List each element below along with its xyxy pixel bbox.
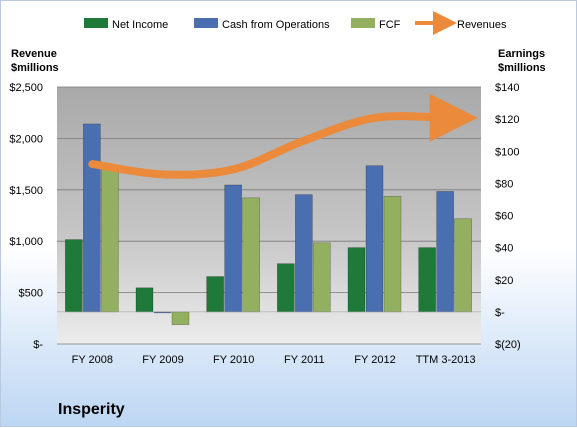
right-tick-label: $60 bbox=[495, 211, 513, 223]
bar-cash-from-operations bbox=[224, 184, 242, 313]
left-tick-label: $1,000 bbox=[9, 236, 43, 248]
right-axis-ticks: $(20) $- $20 $40 $60 $80 $100 $120 $140 bbox=[495, 82, 521, 351]
x-tick-label: FY 2009 bbox=[142, 354, 183, 366]
x-tick-label: FY 2010 bbox=[213, 354, 254, 366]
x-tick-label: FY 2011 bbox=[284, 354, 325, 366]
plot-area bbox=[57, 87, 481, 344]
bar-cash-from-operations bbox=[436, 191, 454, 313]
gridlines bbox=[57, 86, 481, 345]
bar-net-income bbox=[206, 276, 224, 313]
right-axis-title-line1: Earnings bbox=[498, 48, 545, 60]
bar-net-income bbox=[277, 263, 295, 313]
left-axis-title-line2: $millions bbox=[11, 62, 59, 74]
bar-fcf bbox=[242, 197, 260, 313]
right-tick-label: $100 bbox=[495, 146, 519, 158]
left-axis-ticks: $- $500 $1,000 $1,500 $2,000 $2,500 bbox=[9, 82, 43, 351]
legend-revenues-label: Revenues bbox=[457, 19, 507, 31]
x-tick-label: TTM 3-2013 bbox=[416, 354, 476, 366]
bar-fcf bbox=[101, 168, 119, 313]
left-axis-title-line1: Revenue bbox=[11, 48, 57, 60]
legend-cfo-swatch bbox=[194, 18, 218, 28]
left-tick-label: $2,500 bbox=[9, 82, 43, 94]
company-name: Insperity bbox=[58, 401, 125, 418]
right-tick-label: $80 bbox=[495, 178, 513, 190]
right-tick-label: $20 bbox=[495, 275, 513, 287]
legend-cfo-label: Cash from Operations bbox=[222, 19, 330, 31]
right-tick-label: $140 bbox=[495, 82, 519, 94]
legend: Net Income Cash from Operations FCF Reve… bbox=[84, 11, 507, 35]
legend-net-income-label: Net Income bbox=[112, 19, 168, 31]
bar-cash-from-operations bbox=[83, 123, 101, 313]
left-tick-label: $1,500 bbox=[9, 185, 43, 197]
bar-fcf bbox=[383, 195, 402, 313]
bar-net-income bbox=[418, 247, 436, 313]
x-tick-label: FY 2008 bbox=[72, 354, 113, 366]
right-tick-label: $40 bbox=[495, 243, 513, 255]
revenues-line bbox=[88, 93, 478, 179]
left-tick-label: $2,000 bbox=[9, 133, 43, 145]
x-tick-label: FY 2012 bbox=[354, 354, 395, 366]
left-tick-label: $500 bbox=[19, 288, 43, 300]
bar-net-income bbox=[347, 247, 366, 313]
bar-fcf bbox=[454, 218, 472, 313]
bar-cash-from-operations bbox=[295, 194, 313, 313]
bar-cash-from-operations bbox=[365, 165, 384, 313]
right-tick-label: $(20) bbox=[495, 339, 521, 351]
bars bbox=[57, 123, 481, 326]
left-tick-label: $- bbox=[33, 339, 43, 351]
bar-fcf bbox=[171, 311, 190, 326]
legend-net-income-swatch bbox=[84, 18, 108, 28]
legend-fcf-label: FCF bbox=[379, 19, 401, 31]
revenue-line bbox=[88, 93, 478, 179]
bar-net-income bbox=[65, 239, 83, 313]
right-tick-label: $120 bbox=[495, 114, 519, 126]
legend-fcf-swatch bbox=[351, 18, 375, 28]
bar-fcf bbox=[313, 242, 331, 313]
x-axis-labels: FY 2008 FY 2009 FY 2010 FY 2011 FY 2012 TTM 3… bbox=[72, 354, 476, 366]
right-axis-title-line2: $millions bbox=[498, 62, 546, 74]
bar-net-income bbox=[135, 287, 154, 313]
right-tick-label: $- bbox=[495, 307, 505, 319]
